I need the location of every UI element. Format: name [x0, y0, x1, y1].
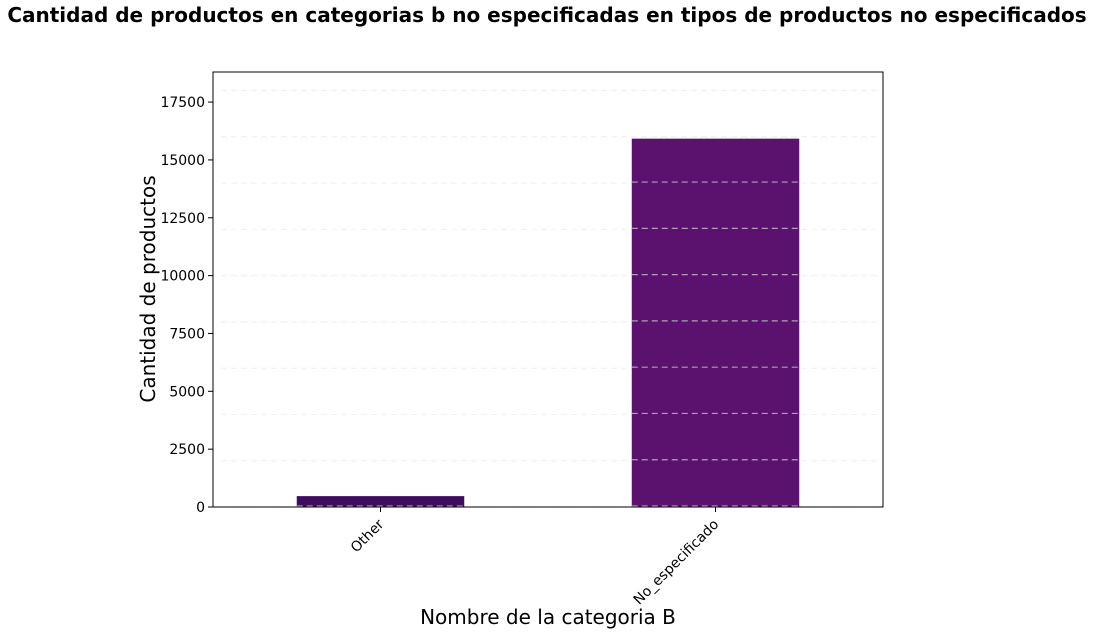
bar-other — [296, 496, 465, 507]
bar-no-especificado — [631, 138, 800, 507]
plot-area-frame — [212, 71, 884, 508]
x-tick-label-0: Other — [348, 516, 388, 556]
y-tick-label-2: 5000 — [169, 384, 205, 400]
chart-title: Cantidad de productos en categorias b no… — [7, 3, 1086, 27]
y-axis-ticks: 0 2500 5000 7500 10000 12500 15000 17500 — [160, 95, 213, 516]
x-axis-ticks: Other No_especificado — [348, 507, 722, 608]
y-tick-label-6: 15000 — [160, 153, 205, 169]
y-tick-label-0: 0 — [196, 500, 205, 516]
bar-overlay-grid-lines — [296, 181, 800, 507]
y-tick-label-5: 12500 — [160, 211, 205, 227]
x-tick-label-1: No_especificado — [631, 517, 723, 609]
y-tick-label-4: 10000 — [160, 269, 205, 285]
y-tick-label-7: 17500 — [160, 95, 205, 111]
y-tick-label-1: 2500 — [169, 442, 205, 458]
y-axis-label: Cantidad de productos — [136, 175, 160, 402]
y-tick-label-3: 7500 — [169, 326, 205, 342]
x-axis-label: Nombre de la categoria B — [420, 605, 676, 629]
bars — [296, 138, 800, 507]
